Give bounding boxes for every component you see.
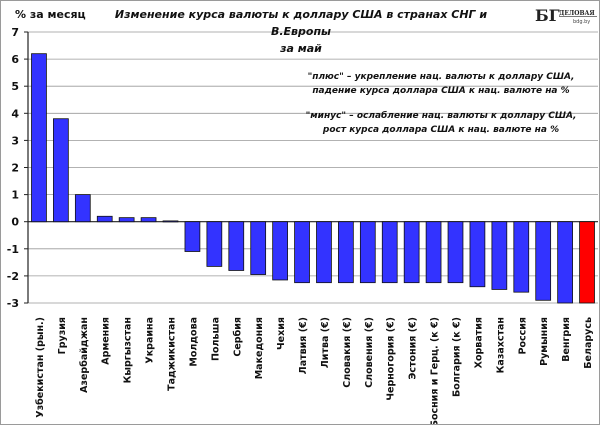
x-tick-label: Узбекистан (рын.) — [35, 317, 46, 418]
bar — [53, 118, 69, 223]
x-tick-label: Черногория (€) — [386, 317, 397, 401]
chart-title-line2: за май — [280, 42, 322, 55]
y-tick-label: -3 — [7, 297, 19, 310]
x-tick-label: Эстония (€) — [408, 317, 419, 380]
y-tick-label: 5 — [11, 80, 19, 93]
y-axis-label: % за месяц — [15, 8, 86, 21]
bar — [338, 221, 354, 284]
x-tick-label: Польша — [210, 317, 221, 361]
minus-note: "минус" – ослабление нац. валюты к долла… — [291, 109, 591, 137]
bar — [491, 221, 508, 290]
bar — [316, 221, 332, 284]
x-tick-label: Чехия — [276, 317, 287, 350]
x-tick-label: Венгрия — [561, 317, 572, 362]
bar — [294, 221, 310, 284]
newspaper-logo: БГ ДЕЛОВАЯ ГАЗЕТА bdg.by — [535, 6, 597, 25]
x-tick-label: Россия — [517, 317, 528, 355]
bar — [469, 221, 486, 288]
bar — [513, 221, 530, 293]
x-tick-label: Румыния — [539, 317, 550, 366]
x-tick-label: Словакия (€) — [342, 317, 353, 388]
bar — [579, 221, 595, 304]
bar — [96, 215, 113, 223]
bar — [535, 221, 552, 301]
x-tick-label: Македония — [254, 317, 265, 379]
y-tick-label: -2 — [7, 270, 19, 283]
x-tick-label: Армения — [101, 317, 112, 365]
x-tick-label: Словения (€) — [364, 317, 375, 388]
x-tick-label: Сербия — [232, 317, 243, 357]
x-tick-label: Казахстан — [495, 317, 506, 373]
y-tick-label: 4 — [11, 107, 19, 120]
bar — [31, 53, 47, 223]
x-tick-label: Таджикистан — [167, 317, 178, 391]
bar — [206, 221, 223, 267]
plus-note: "плюс" – укрепление нац. валюты к доллар… — [291, 70, 591, 98]
y-tick-label: 0 — [11, 216, 19, 229]
x-tick-label: Азербайджан — [79, 317, 90, 393]
chart-title-line1: Изменение курса валюты к доллару США в с… — [114, 8, 488, 38]
svg-text:bdg.by: bdg.by — [573, 19, 590, 25]
y-tick-label: 7 — [11, 26, 19, 39]
svg-text:БГ: БГ — [535, 6, 560, 25]
minus-note-line1: "минус" – ослабление нац. валюты к долла… — [305, 111, 577, 121]
y-tick-label: -1 — [7, 243, 19, 256]
y-tick-label: 3 — [11, 134, 19, 147]
bar — [359, 221, 376, 284]
bar — [118, 217, 135, 223]
bar — [403, 221, 420, 284]
x-tick-label: Беларусь — [583, 317, 594, 369]
bar — [74, 194, 91, 223]
plus-note-line2: падение курса доллара США к нац. валюте … — [312, 86, 570, 96]
plus-note-line1: "плюс" – укрепление нац. валюты к доллар… — [307, 72, 575, 82]
y-tick-label: 1 — [11, 189, 19, 202]
x-tick-label: Литва (€) — [320, 317, 331, 368]
bar — [250, 221, 267, 275]
x-tick-label: Латвия (€) — [298, 317, 309, 374]
x-tick-label: Хорватия — [473, 317, 484, 368]
y-tick-label: 2 — [11, 162, 19, 175]
bar — [425, 221, 442, 284]
y-tick-label: 6 — [11, 53, 19, 66]
bar — [381, 221, 398, 284]
minus-note-line2: рост курса доллара США к нац. валюте на … — [322, 125, 560, 135]
chart-title: Изменение курса валюты к доллару США в с… — [101, 6, 501, 57]
bar — [228, 221, 245, 271]
bar — [184, 221, 201, 252]
x-tick-label: Молдова — [188, 317, 199, 367]
x-tick-label: Кыргызстан — [123, 317, 134, 383]
x-tick-label: Грузия — [57, 317, 68, 354]
bar — [557, 221, 573, 304]
bar — [272, 221, 288, 281]
bar — [162, 220, 179, 223]
bar — [447, 221, 464, 284]
x-tick-label: Украина — [145, 317, 156, 364]
svg-text:ДЕЛОВАЯ ГАЗЕТА: ДЕЛОВАЯ ГАЗЕТА — [559, 10, 597, 17]
bar — [140, 217, 157, 223]
x-tick-label: Босния и Герц. (к €) — [430, 317, 441, 424]
x-tick-label: Болгария (к €) — [452, 317, 463, 397]
